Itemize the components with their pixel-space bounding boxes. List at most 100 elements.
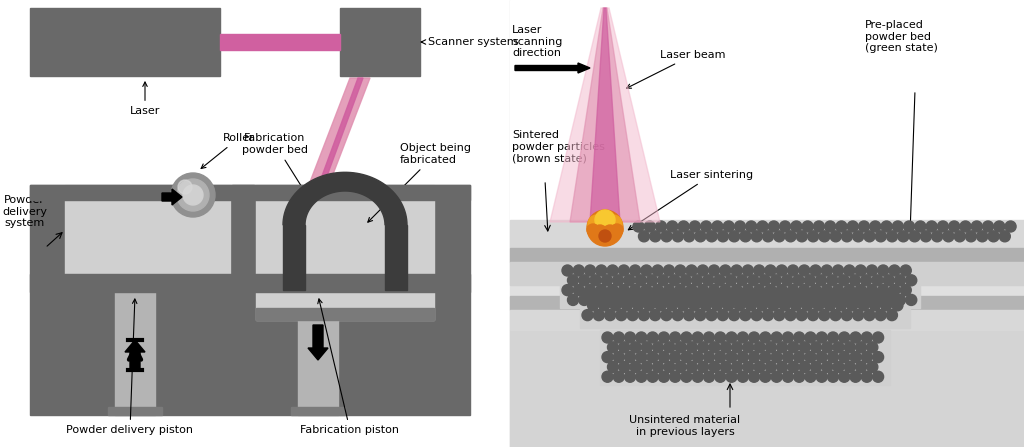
Circle shape — [660, 290, 672, 301]
Circle shape — [630, 342, 641, 353]
Circle shape — [765, 342, 776, 353]
Circle shape — [827, 371, 839, 382]
Circle shape — [641, 265, 652, 276]
Circle shape — [816, 371, 827, 382]
Bar — [256, 308, 434, 320]
Circle shape — [892, 300, 903, 311]
Circle shape — [692, 352, 703, 363]
Circle shape — [636, 332, 647, 343]
Circle shape — [712, 221, 723, 232]
Circle shape — [881, 221, 892, 232]
Polygon shape — [590, 8, 620, 222]
Circle shape — [779, 221, 791, 232]
Circle shape — [686, 342, 697, 353]
Circle shape — [683, 290, 694, 301]
Circle shape — [595, 210, 615, 230]
Circle shape — [900, 285, 911, 295]
Circle shape — [610, 300, 621, 311]
Circle shape — [906, 275, 916, 286]
Circle shape — [652, 342, 664, 353]
Circle shape — [849, 295, 860, 305]
Text: Scanner system: Scanner system — [421, 37, 517, 47]
Circle shape — [641, 362, 652, 372]
Circle shape — [630, 362, 641, 372]
Circle shape — [864, 231, 874, 242]
Bar — [30, 274, 470, 292]
Bar — [510, 330, 1024, 447]
Circle shape — [887, 231, 898, 242]
Circle shape — [771, 371, 782, 382]
Circle shape — [683, 310, 694, 320]
Circle shape — [763, 231, 773, 242]
Circle shape — [731, 265, 742, 276]
Circle shape — [864, 310, 874, 320]
Circle shape — [774, 231, 784, 242]
Circle shape — [895, 295, 905, 305]
Circle shape — [627, 310, 638, 320]
Circle shape — [754, 265, 765, 276]
Circle shape — [900, 265, 911, 276]
Circle shape — [971, 221, 982, 232]
Circle shape — [633, 221, 644, 232]
Circle shape — [988, 231, 999, 242]
Circle shape — [601, 295, 612, 305]
Circle shape — [759, 295, 770, 305]
Bar — [510, 0, 1024, 220]
Circle shape — [779, 300, 791, 311]
Text: Unsintered material
in previous layers: Unsintered material in previous layers — [630, 415, 740, 437]
Circle shape — [827, 352, 839, 363]
Bar — [580, 288, 910, 328]
Circle shape — [861, 371, 872, 382]
Circle shape — [726, 352, 737, 363]
Circle shape — [861, 352, 872, 363]
Circle shape — [723, 221, 734, 232]
Circle shape — [694, 290, 706, 301]
Circle shape — [664, 285, 675, 295]
Circle shape — [794, 352, 805, 363]
Circle shape — [689, 221, 700, 232]
Circle shape — [590, 295, 601, 305]
Circle shape — [720, 285, 731, 295]
Circle shape — [883, 295, 894, 305]
Circle shape — [681, 371, 692, 382]
Circle shape — [850, 371, 861, 382]
Bar — [510, 0, 1024, 447]
Circle shape — [664, 342, 675, 353]
Bar — [115, 292, 155, 415]
Circle shape — [604, 290, 615, 301]
Circle shape — [839, 332, 850, 343]
Circle shape — [878, 285, 889, 295]
Circle shape — [937, 221, 948, 232]
Circle shape — [686, 285, 697, 295]
Circle shape — [999, 231, 1011, 242]
Circle shape — [736, 275, 748, 286]
Circle shape — [582, 310, 593, 320]
Circle shape — [573, 285, 585, 295]
Circle shape — [921, 231, 932, 242]
Circle shape — [652, 265, 664, 276]
Circle shape — [681, 332, 692, 343]
Circle shape — [652, 285, 664, 295]
Circle shape — [641, 342, 652, 353]
Circle shape — [622, 300, 633, 311]
Circle shape — [567, 275, 579, 286]
Circle shape — [731, 285, 742, 295]
Circle shape — [562, 285, 573, 295]
Circle shape — [810, 265, 821, 276]
Circle shape — [754, 362, 765, 372]
Circle shape — [759, 275, 770, 286]
Circle shape — [867, 362, 878, 372]
Circle shape — [768, 300, 779, 311]
Circle shape — [833, 362, 844, 372]
Circle shape — [887, 290, 897, 301]
Circle shape — [833, 342, 844, 353]
Circle shape — [821, 342, 833, 353]
Circle shape — [776, 342, 787, 353]
Text: Laser: Laser — [130, 82, 160, 116]
Circle shape — [737, 352, 749, 363]
Circle shape — [819, 290, 829, 301]
Polygon shape — [315, 78, 362, 195]
Circle shape — [754, 285, 765, 295]
Circle shape — [720, 265, 731, 276]
Circle shape — [638, 290, 649, 301]
